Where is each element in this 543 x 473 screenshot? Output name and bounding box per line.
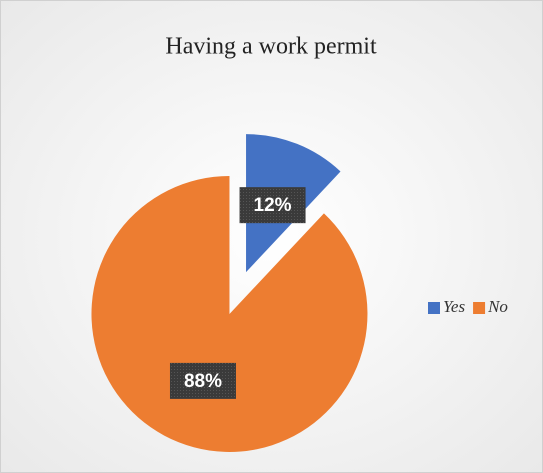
legend-swatch: [473, 302, 486, 314]
data-label: 12%: [254, 195, 292, 216]
data-label-box: [169, 362, 236, 399]
legend-label: Yes: [443, 297, 465, 316]
chart-title: Having a work permit: [165, 34, 377, 60]
data-label-box: [239, 187, 306, 224]
pie-slice: [91, 175, 368, 452]
legend-swatch: [428, 302, 440, 314]
legend-label: No: [487, 297, 508, 316]
data-label: 88%: [184, 371, 222, 392]
